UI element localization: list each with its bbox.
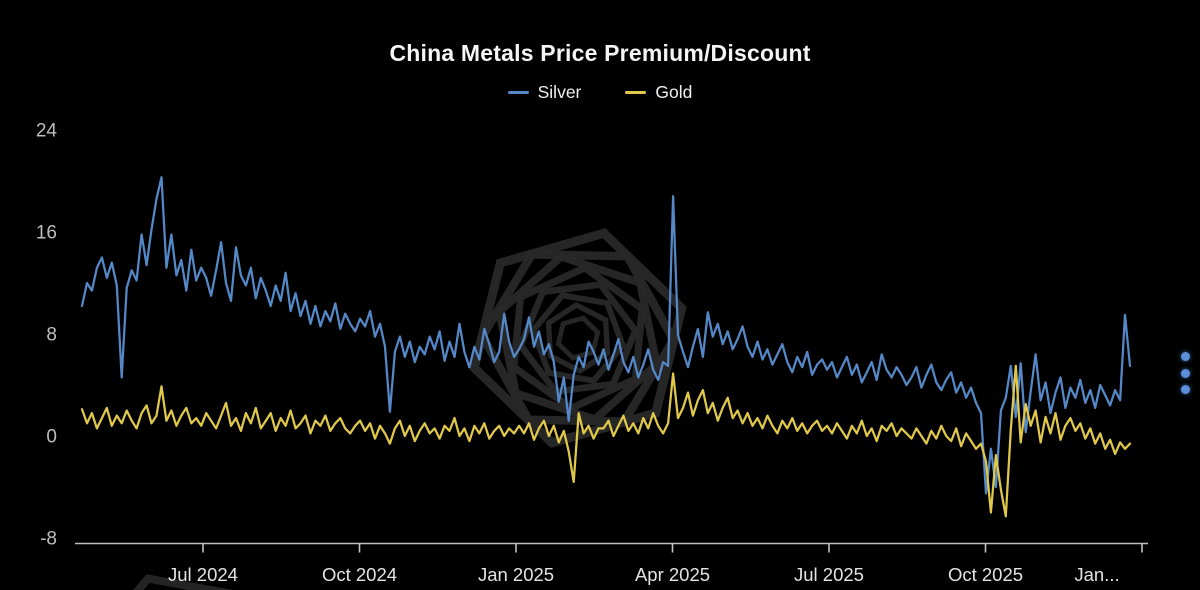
x-axis-tick-label: Jul 2024 [168,564,238,585]
more-options-dot [1180,368,1190,378]
x-axis-tick-label: Jan... [1074,564,1119,585]
y-axis-tick-label: 16 [36,223,57,244]
legend: Silver Gold [0,82,1200,103]
chart-title: China Metals Price Premium/Discount [389,40,811,66]
gold-series-line [80,364,1132,518]
legend-label-silver: Silver [537,82,582,102]
more-options-dot [1180,352,1190,361]
x-axis-tick-label: Jan 2025 [478,564,554,585]
x-axis-tick-label: Apr 2025 [635,564,710,585]
y-axis-tick-label: 8 [46,325,57,346]
x-axis-tick-label: Jul 2025 [794,564,864,585]
legend-item-silver[interactable]: Silver [507,82,582,103]
watermark-logo [133,228,687,590]
x-axis-tick-label: Oct 2024 [322,564,397,585]
legend-label-gold: Gold [655,82,693,102]
more-options-icon[interactable] [1178,352,1192,394]
y-axis-tick-label: -8 [40,529,57,550]
y-axis-tick-label: 24 [36,121,58,142]
x-axis-tick-label: Oct 2025 [948,564,1023,585]
silver-series-line [80,176,1132,495]
legend-item-gold[interactable]: Gold [625,82,692,103]
y-axis-tick-label: 0 [46,427,57,448]
more-options-dot [1180,385,1190,394]
gold-line-swatch-icon [625,90,647,95]
silver-line-swatch-icon [507,90,529,95]
